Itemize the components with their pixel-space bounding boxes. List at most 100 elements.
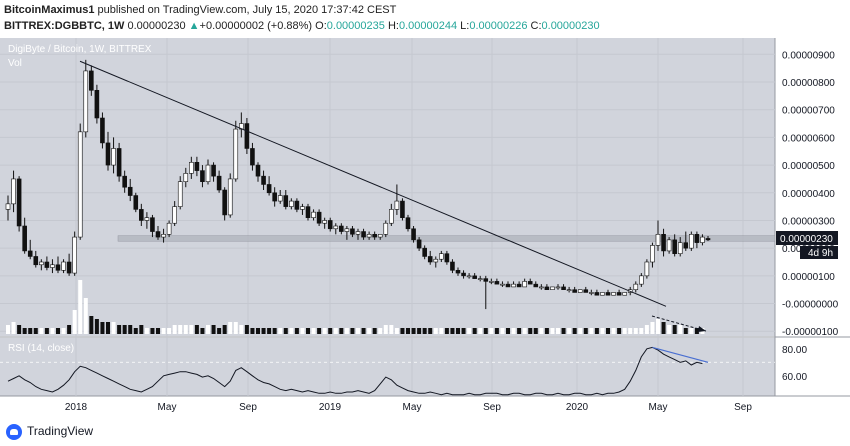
volume-bar <box>667 325 672 334</box>
price-tick-label: -0.00000100 <box>782 327 839 338</box>
candle-body <box>61 261 66 271</box>
candle-body <box>483 278 489 282</box>
candle-body <box>511 283 516 288</box>
candle-body <box>211 164 216 177</box>
price-chart[interactable]: 0.00000900 0.00000800 0.00000700 0.00000600… <box>0 38 850 413</box>
volume-bar <box>394 328 399 334</box>
candle-body <box>100 117 105 144</box>
price-tick-label: 0.00000600 <box>782 133 835 144</box>
candle-body <box>150 217 155 232</box>
candle-body <box>539 286 544 289</box>
change-up-icon: ▲ <box>188 20 200 32</box>
volume-divergence-line <box>651 315 707 332</box>
tradingview-logo-icon[interactable] <box>6 424 22 440</box>
candle-body <box>505 283 511 288</box>
price-tick-label: 0.00000900 <box>782 50 835 61</box>
candle-body <box>461 272 466 277</box>
volume-bar <box>439 328 444 334</box>
volume-bar <box>350 328 355 334</box>
candle-body <box>550 286 555 290</box>
volume-bar <box>400 328 405 334</box>
volume-bar <box>622 328 627 334</box>
volume-bar <box>367 328 372 334</box>
volume-bar <box>617 328 622 334</box>
candle-body <box>161 234 166 238</box>
volume-bar <box>300 328 305 334</box>
volume-bar <box>278 328 283 334</box>
candle-body <box>616 292 622 296</box>
author-name[interactable]: BitcoinMaximus1 <box>4 4 95 16</box>
candle-body <box>527 281 533 285</box>
volume-bar <box>144 328 149 334</box>
volume-bar <box>67 325 72 334</box>
price-tick-label: -0.00000000 <box>782 300 839 311</box>
volume-bar <box>689 328 694 334</box>
low-label: L: <box>460 20 470 32</box>
volume-bar <box>328 328 333 334</box>
volume-bar <box>567 328 572 334</box>
candle-body <box>650 245 655 263</box>
volume-bar <box>489 328 494 334</box>
rsi-tick-label: 60.00 <box>782 372 807 383</box>
volume-bar <box>517 328 522 334</box>
candle-body <box>200 170 205 182</box>
volume-bar <box>172 325 177 334</box>
volume-bar <box>378 328 383 334</box>
tradingview-brand-text[interactable]: TradingView <box>27 424 94 438</box>
candle-body <box>94 90 100 119</box>
candle-body <box>205 164 211 182</box>
volume-bar <box>661 322 666 334</box>
candle-body <box>377 234 383 238</box>
volume-bar <box>167 328 172 334</box>
volume-bar <box>239 325 244 334</box>
volume-bar <box>156 328 160 334</box>
volume-bar <box>583 328 588 334</box>
candle-body <box>250 148 255 166</box>
candle-body <box>77 131 83 238</box>
price-tick-label: 0.00000800 <box>782 78 835 89</box>
candle-body <box>555 286 561 289</box>
volume-bar <box>372 328 377 334</box>
candle-body <box>272 192 277 202</box>
volume-bar <box>572 328 577 334</box>
candle-body <box>577 289 583 293</box>
volume-bar <box>650 322 655 334</box>
price-axis[interactable] <box>775 38 850 396</box>
candle-body <box>705 238 711 241</box>
countdown-tag: 4d 9h <box>800 246 838 259</box>
volume-bar <box>311 328 316 334</box>
volume-bar <box>200 328 205 334</box>
volume-bar <box>511 328 516 334</box>
volume-bar <box>128 325 133 334</box>
candle-body <box>266 184 272 194</box>
volume-bar <box>106 322 110 334</box>
volume-bar <box>306 328 310 334</box>
candle-body <box>5 203 11 210</box>
price-tick-label: 0.00000700 <box>782 106 835 117</box>
publish-header: BitcoinMaximus1 published on TradingView… <box>0 0 850 38</box>
candle-body <box>694 234 700 243</box>
volume-bar <box>467 328 472 334</box>
candle-body <box>666 239 672 252</box>
candle-body <box>400 200 405 218</box>
price-change: +0.00000002 (+0.88%) <box>199 20 313 32</box>
candle-body <box>66 261 72 274</box>
volume-bar <box>461 328 466 334</box>
volume-bar <box>678 325 683 334</box>
candle-body <box>689 234 694 249</box>
volume-bar <box>228 322 233 334</box>
volume-bar <box>261 328 266 334</box>
ohlc-line: BITTREX:DGBBTC, 1W 0.00000230 ▲+0.000000… <box>4 20 600 32</box>
volume-bar <box>644 325 649 334</box>
candle-body <box>361 231 366 238</box>
volume-bar <box>22 328 27 334</box>
volume-bar <box>550 328 555 334</box>
volume-bar <box>267 328 272 334</box>
candle-body <box>261 175 266 185</box>
high-value: 0.00000244 <box>398 20 458 32</box>
volume-bar <box>44 328 49 334</box>
volume-bar <box>33 328 38 334</box>
volume-bar <box>183 325 188 334</box>
volume-bar <box>639 328 644 334</box>
chart-container[interactable]: 0.00000900 0.00000800 0.00000700 0.00000600… <box>0 38 850 413</box>
